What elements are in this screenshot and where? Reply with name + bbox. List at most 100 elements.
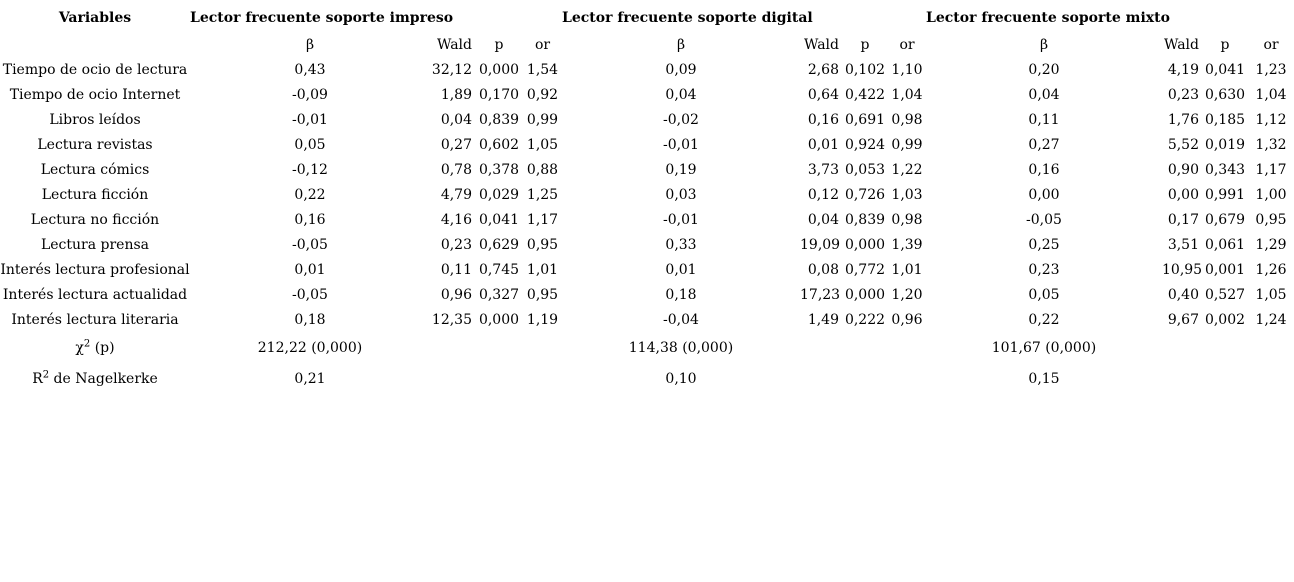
impreso-wald-value: 0,78 [440,161,472,178]
impreso-wald-value: 0,96 [440,286,472,303]
digital-wald-value: 0,12 [807,186,839,203]
group-header-impreso: Lector frecuente soporte impreso [190,9,454,26]
impreso-or-value: 0,95 [526,236,559,253]
digital-or-value: 0,98 [891,211,923,228]
mixto-or-value: 1,00 [1255,186,1287,203]
digital-or-value: 1,20 [891,286,923,303]
row-label: Lectura ficción [41,186,149,203]
digital-wald-value: 3,73 [807,161,839,178]
mixto-or-value: 1,29 [1255,236,1287,253]
mixto-p-value: 0,527 [1204,286,1246,303]
impreso-p-value: 0,000 [478,311,520,328]
digital-beta-value: -0,01 [663,211,699,228]
digital-p-value: 0,053 [844,161,886,178]
digital-p-value: 0,924 [844,136,886,153]
mixto-p-value: 0,001 [1204,261,1246,278]
mixto-beta-value: 0,05 [1028,286,1060,303]
impreso-or-value: 1,05 [526,136,559,153]
mixto-or-value: 1,23 [1255,61,1287,78]
mixto-wald-value: 0,00 [1167,186,1199,203]
mixto-wald-value: 1,76 [1167,111,1199,128]
impreso-wald-value: 4,79 [440,186,472,203]
mixto-wald-value: 10,95 [1162,261,1203,278]
impreso-wald-value: 12,35 [431,311,472,328]
chi2-suffix: (p) [90,339,115,356]
r2-impreso-value: 0,21 [294,370,326,387]
digital-wald-value: 0,08 [807,261,839,278]
mixto-beta-value: 0,11 [1028,111,1060,128]
mixto-p-value: 0,991 [1204,186,1246,203]
digital-or-value: 0,98 [891,111,923,128]
spacer [800,363,926,394]
mixto-wald-value: 0,23 [1167,86,1199,103]
impreso-or-value: 1,17 [526,211,559,228]
mixto-or-value: 1,17 [1255,161,1287,178]
group-header-digital: Lector frecuente soporte digital [562,9,813,26]
mixto-beta-value: 0,23 [1028,261,1060,278]
r2-suffix: de Nagelkerke [49,370,158,387]
digital-beta-value: 0,03 [665,186,697,203]
digital-beta-value: -0,01 [663,136,699,153]
impreso-beta-value: -0,12 [292,161,328,178]
mixto-wald-value: 0,90 [1167,161,1199,178]
digital-beta-header: β [676,36,686,53]
digital-or-value: 1,22 [891,161,923,178]
mixto-wald-value: 0,40 [1167,286,1199,303]
digital-wald-value: 0,01 [807,136,839,153]
impreso-p-value: 0,170 [478,86,520,103]
spacer [1162,363,1294,394]
impreso-or-value: 0,88 [526,161,559,178]
chi2-digital-value: 114,38 (0,000) [628,339,734,356]
spacer [800,3,926,32]
chi2-label: χ2 (p) [0,332,190,363]
mixto-or-value: 1,04 [1255,86,1287,103]
mixto-beta-header: β [1039,36,1049,53]
r2-nagelkerke-label: R2 de Nagelkerke [0,363,190,394]
digital-beta-value: -0,04 [663,311,699,328]
digital-p-header: p [860,36,870,53]
row-label: Lectura revistas [37,136,153,153]
mixto-or-value: 0,95 [1255,211,1287,228]
digital-p-value: 0,726 [844,186,886,203]
digital-beta-value: 0,09 [665,61,697,78]
mixto-beta-value: 0,25 [1028,236,1060,253]
mixto-or-value: 1,24 [1255,311,1287,328]
mixto-beta-value: 0,16 [1028,161,1060,178]
r2-superscript: 2 [42,368,50,380]
chi2-symbol: χ [75,339,84,356]
row-label: Lectura no ficción [30,211,160,228]
impreso-beta-value: 0,18 [294,311,326,328]
mixto-beta-value: 0,20 [1028,61,1060,78]
chi2-impreso-value: 212,22 (0,000) [257,339,363,356]
mixto-wald-value: 9,67 [1167,311,1199,328]
r2-nagelkerke-row: R2 de Nagelkerke 0,21 0,10 0,15 [0,363,1294,394]
digital-or-header: or [899,36,915,53]
mixto-wald-value: 4,19 [1167,61,1199,78]
digital-wald-value: 2,68 [807,61,839,78]
table-row: Lectura prensa -0,05 0,23 0,629 0,95 0,33 19,0… [0,232,1294,257]
mixto-p-value: 0,002 [1204,311,1246,328]
spacer [430,332,562,363]
mixto-p-value: 0,019 [1204,136,1246,153]
digital-p-value: 0,222 [844,311,886,328]
table-row: Tiempo de ocio Internet -0,09 1,89 0,170 0,9… [0,82,1294,107]
impreso-or-value: 0,92 [526,86,559,103]
table-row: Libros leídos -0,01 0,04 0,839 0,99 -0,02 0,16… [0,107,1294,132]
table-row: Interés lectura profesional 0,01 0,11 0,745… [0,257,1294,282]
mixto-wald-header: Wald [1164,36,1199,53]
spacer [430,363,562,394]
mixto-beta-value: 0,00 [1028,186,1060,203]
impreso-beta-value: 0,05 [294,136,326,153]
digital-or-value: 1,10 [891,61,923,78]
mixto-or-value: 1,26 [1255,261,1287,278]
impreso-beta-value: -0,05 [292,236,328,253]
impreso-wald-value: 32,12 [431,61,472,78]
mixto-p-value: 0,343 [1204,161,1246,178]
impreso-p-header: p [494,36,504,53]
table-row: Lectura no ficción 0,16 4,16 0,041 1,17 -0,01… [0,207,1294,232]
mixto-or-value: 1,32 [1255,136,1287,153]
r2-symbol: R [32,370,43,387]
r2-digital-value: 0,10 [665,370,697,387]
mixto-beta-value: -0,05 [1026,211,1062,228]
table-row: Interés lectura actualidad -0,05 0,96 0,327… [0,282,1294,307]
